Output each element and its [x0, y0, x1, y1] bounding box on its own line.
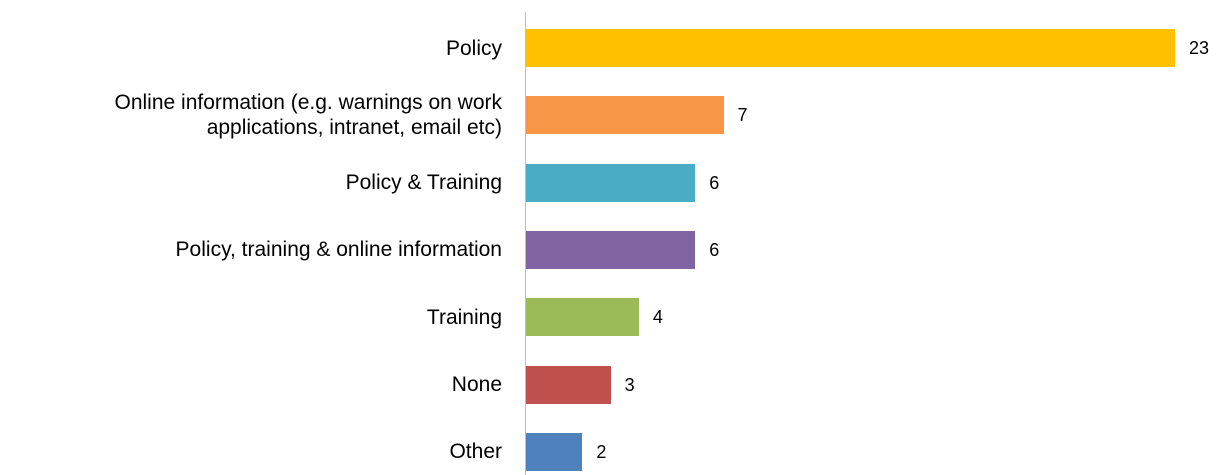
bar: [526, 365, 611, 404]
data-label: 6: [709, 239, 720, 260]
bar: [526, 96, 724, 135]
category-label: None: [451, 373, 502, 396]
bar: [526, 163, 696, 202]
data-label: 3: [624, 374, 635, 395]
category-label: Policy: [445, 36, 502, 60]
data-label: 23: [1189, 38, 1210, 58]
data-label: 7: [737, 105, 748, 126]
data-label: 6: [709, 172, 720, 193]
bar: [526, 230, 696, 269]
category-label: Other: [449, 440, 502, 464]
bar: [526, 432, 583, 471]
bar: [526, 29, 1175, 67]
category-label: Online information (e.g. warnings on wor…: [114, 91, 502, 140]
category-label: Policy, training & online information: [175, 238, 502, 262]
data-label: 4: [652, 307, 663, 328]
category-axis: [525, 12, 526, 475]
data-label: 2: [596, 441, 607, 462]
category-label: Training: [426, 305, 502, 329]
category-label: Policy & Training: [345, 171, 502, 195]
bar: [526, 298, 639, 337]
